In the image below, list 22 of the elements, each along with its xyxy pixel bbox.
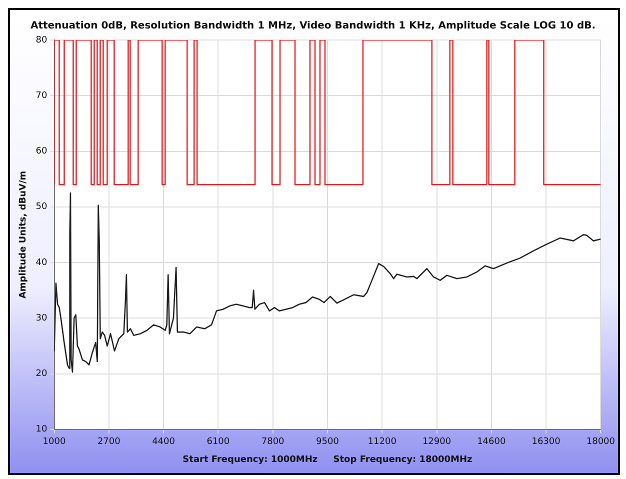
x-tick-label: 1000 bbox=[42, 437, 66, 448]
x-tick-label: 14600 bbox=[477, 437, 506, 448]
y-tick-label: 50 bbox=[36, 202, 48, 212]
y-tick-label: 70 bbox=[36, 90, 48, 101]
x-tick-label: 2700 bbox=[97, 437, 121, 448]
y-tick-label: 10 bbox=[36, 424, 48, 435]
x-axis-title: Start Frequency: 1000MHz Stop Frequency: 18000MHz bbox=[182, 454, 472, 465]
y-tick-label: 60 bbox=[36, 146, 48, 157]
chart-title: Attenuation 0dB, Resolution Bandwidth 1 MHz, Video Bandwidth 1 KHz, Amplitude Scale LOG 10 dB. bbox=[30, 20, 596, 32]
x-tick-label: 9500 bbox=[316, 437, 340, 448]
x-tick-label: 11200 bbox=[368, 437, 397, 448]
x-tick-label: 7800 bbox=[261, 437, 285, 448]
x-tick-label: 18000 bbox=[586, 437, 616, 448]
x-tick-label: 16300 bbox=[532, 437, 561, 448]
y-tick-label: 40 bbox=[36, 258, 48, 268]
y-tick-label: 30 bbox=[36, 313, 48, 324]
x-tick-label: 4400 bbox=[152, 437, 176, 448]
x-tick-label: 12900 bbox=[422, 437, 452, 448]
y-axis-title: Amplitude Units, dBuV/m bbox=[18, 170, 29, 299]
y-tick-label: 20 bbox=[36, 369, 48, 380]
x-tick-label: 6100 bbox=[206, 437, 230, 448]
y-tick-label: 80 bbox=[36, 35, 48, 46]
